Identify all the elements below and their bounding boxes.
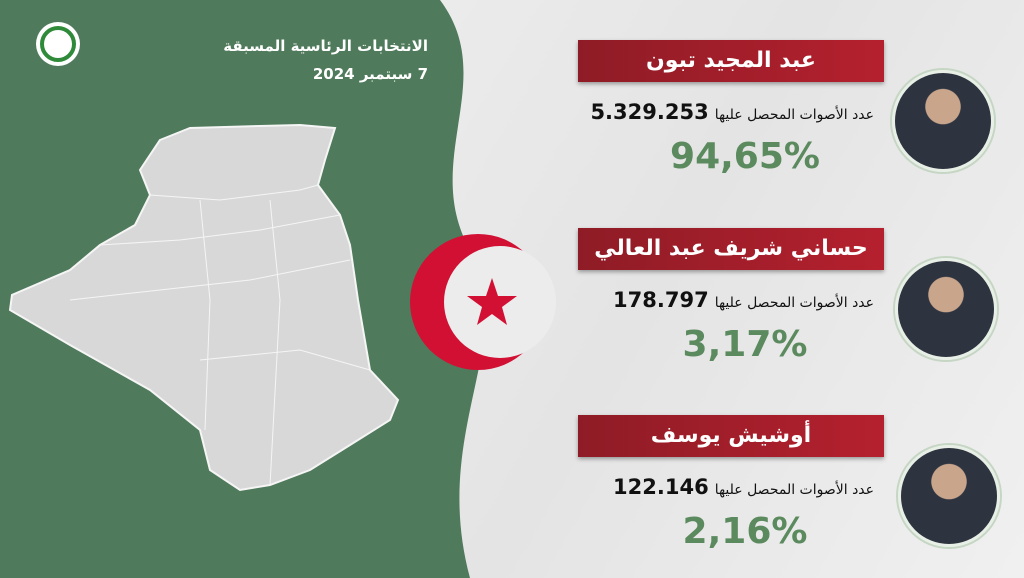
votes-label: عدد الأصوات المحصل عليها — [714, 107, 874, 123]
votes-label: عدد الأصوات المحصل عليها — [714, 295, 874, 311]
votes-count: 178.797 — [613, 288, 709, 312]
percent: 94,65% — [670, 136, 820, 177]
map — [8, 123, 400, 492]
header-date: 7 سبتمبر 2024 — [312, 65, 428, 83]
candidate-photo — [892, 70, 994, 172]
map-borders — [69, 184, 371, 486]
votes-line: عدد الأصوات المحصل عليها 178.797 — [613, 288, 874, 312]
header-title: الانتخابات الرئاسية المسبقة — [223, 37, 428, 55]
votes-count: 5.329.253 — [590, 100, 709, 124]
percent: 2,16% — [682, 511, 808, 552]
votes-line: عدد الأصوات المحصل عليها 5.329.253 — [590, 100, 874, 124]
star — [467, 278, 517, 325]
candidate-photo — [898, 445, 1000, 547]
logo-ring — [40, 26, 76, 62]
votes-count: 122.146 — [613, 475, 709, 499]
candidate-name: عبد المجيد تبون — [578, 40, 884, 82]
candidate-name: أوشيش يوسف — [578, 415, 884, 457]
candidate-name: حساني شريف عبد العالي — [578, 228, 884, 270]
votes-line: عدد الأصوات المحصل عليها 122.146 — [613, 475, 874, 499]
header: الانتخابات الرئاسية المسبقة 7 سبتمبر 202… — [223, 32, 428, 88]
candidate-photo — [895, 258, 997, 360]
votes-label: عدد الأصوات المحصل عليها — [714, 482, 874, 498]
percent: 3,17% — [682, 324, 808, 365]
